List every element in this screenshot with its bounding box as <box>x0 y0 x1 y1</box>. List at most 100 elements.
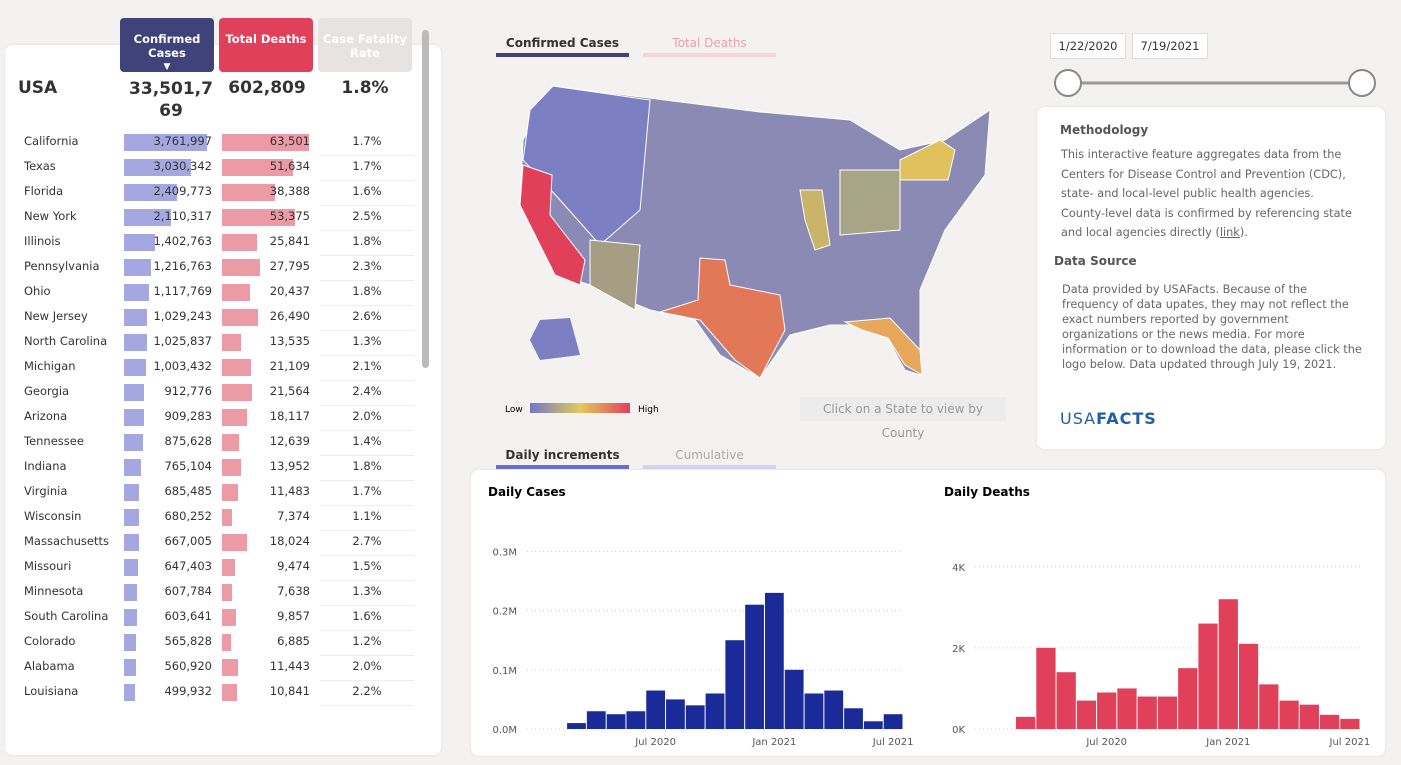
state-il <box>799 189 831 251</box>
confirmed-bar <box>124 334 147 351</box>
confirmed-value: 1,029,243 <box>153 309 212 323</box>
logo-usa: USA <box>1060 409 1097 428</box>
state-name: Michigan <box>24 359 76 373</box>
table-row: Texas 3,030,342 51,634 1.7% <box>24 157 414 181</box>
deaths-value: 18,117 <box>269 409 310 423</box>
confirmed-value: 1,003,432 <box>153 359 212 373</box>
cfr-cell: 1.5% <box>320 557 414 581</box>
state-ca <box>519 164 586 286</box>
deaths-bar <box>222 234 258 251</box>
deaths-cell: 18,024 <box>222 532 314 553</box>
cfr-cell: 1.2% <box>320 632 414 656</box>
deaths-bar <box>222 359 251 376</box>
cfr-value: 2.2% <box>352 684 382 698</box>
confirmed-bar <box>124 459 141 476</box>
deaths-cell: 38,388 <box>222 182 314 203</box>
cfr-cell: 2.6% <box>320 307 414 331</box>
state-name: Wisconsin <box>24 509 82 523</box>
deaths-bar <box>222 509 233 526</box>
deaths-cell: 9,857 <box>222 607 314 628</box>
map-tab[interactable]: Total Deaths <box>643 36 776 57</box>
state-ny <box>899 139 956 181</box>
deaths-value: 9,857 <box>277 609 310 623</box>
slider-handle[interactable] <box>1348 69 1376 97</box>
state-name: North Carolina <box>24 334 108 348</box>
confirmed-value: 1,117,769 <box>153 284 212 298</box>
legend-low: Low <box>505 405 523 415</box>
cfr-value: 1.6% <box>352 609 382 623</box>
deaths-bar <box>222 159 293 176</box>
deaths-bar <box>222 659 238 676</box>
deaths-cell: 26,490 <box>222 307 314 328</box>
header-confirmed[interactable]: Confirmed Cases ▼ <box>120 18 214 72</box>
table-row: Massachusetts 667,005 18,024 2.7% <box>24 532 414 556</box>
cfr-cell: 1.3% <box>320 582 414 606</box>
state-name: Ohio <box>24 284 51 298</box>
deaths-value: 13,952 <box>269 459 310 473</box>
confirmed-value: 912,776 <box>164 384 212 398</box>
confirmed-bar <box>124 359 147 376</box>
confirmed-bar <box>124 234 155 251</box>
deaths-cell: 13,535 <box>222 332 314 353</box>
confirmed-value: 3,761,997 <box>153 134 212 148</box>
cfr-cell: 1.6% <box>320 182 414 206</box>
confirmed-value: 765,104 <box>164 459 212 473</box>
deaths-cell: 11,443 <box>222 657 314 678</box>
confirmed-cell: 2,409,773 <box>124 182 216 203</box>
slider-handle[interactable] <box>1054 69 1082 97</box>
confirmed-bar <box>124 409 145 426</box>
confirmed-bar <box>124 209 171 226</box>
state-name: Colorado <box>24 634 76 648</box>
state-name: Virginia <box>24 484 68 498</box>
chart-tab[interactable]: Cumulative <box>643 448 776 469</box>
table-rows: California 3,761,997 63,501 1.7% Texas 3,030,… <box>0 0 441 732</box>
deaths-value: 10,841 <box>269 684 310 698</box>
confirmed-bar <box>124 434 144 451</box>
deaths-value: 63,501 <box>269 134 310 148</box>
confirmed-value: 875,628 <box>164 434 212 448</box>
header-cfr[interactable]: Case Fatality Rate <box>318 18 412 72</box>
confirmed-cell: 667,005 <box>124 532 216 553</box>
us-map[interactable] <box>519 85 991 379</box>
table-row: Illinois 1,402,763 25,841 1.8% <box>24 232 414 256</box>
deaths-value: 51,634 <box>269 159 310 173</box>
deaths-cell: 20,437 <box>222 282 314 303</box>
start-date[interactable]: 1/22/2020 <box>1050 33 1126 59</box>
deaths-bar <box>222 284 250 301</box>
deaths-cell: 11,483 <box>222 482 314 503</box>
table-row: Wisconsin 680,252 7,374 1.1% <box>24 507 414 531</box>
deaths-value: 53,375 <box>269 209 310 223</box>
header-deaths[interactable]: Total Deaths <box>219 18 313 72</box>
map-base <box>519 85 991 379</box>
confirmed-value: 560,920 <box>164 659 212 673</box>
deaths-bar <box>222 209 296 226</box>
chart-tab[interactable]: Daily increments <box>496 448 629 469</box>
deaths-cell: 18,117 <box>222 407 314 428</box>
cfr-value: 1.5% <box>352 559 382 573</box>
cfr-value: 1.2% <box>352 634 382 648</box>
source-text: Data provided by USAFacts. Because of th… <box>1062 283 1362 371</box>
cfr-value: 2.4% <box>352 384 382 398</box>
cfr-value: 1.8% <box>352 459 382 473</box>
cfr-cell: 1.7% <box>320 482 414 506</box>
deaths-bar <box>222 384 252 401</box>
confirmed-value: 1,216,763 <box>153 259 212 273</box>
cfr-cell: 2.5% <box>320 207 414 231</box>
link[interactable]: link <box>1219 226 1240 239</box>
cfr-cell: 1.1% <box>320 507 414 531</box>
state-name: Massachusetts <box>24 534 109 548</box>
state-fl <box>843 317 923 376</box>
scrollbar[interactable] <box>422 30 429 368</box>
cfr-value: 2.3% <box>352 259 382 273</box>
state-name: New Jersey <box>24 309 88 323</box>
deaths-value: 11,443 <box>269 659 310 673</box>
end-date[interactable]: 7/19/2021 <box>1132 33 1208 59</box>
deaths-bar <box>222 559 235 576</box>
cfr-cell: 2.7% <box>320 532 414 556</box>
deaths-cell: 51,634 <box>222 157 314 178</box>
cfr-value: 1.3% <box>352 584 382 598</box>
logo[interactable]: USAFACTS <box>1060 409 1157 428</box>
map-tab[interactable]: Confirmed Cases <box>496 36 629 57</box>
deaths-bar <box>222 409 247 426</box>
table-row: Georgia 912,776 21,564 2.4% <box>24 382 414 406</box>
